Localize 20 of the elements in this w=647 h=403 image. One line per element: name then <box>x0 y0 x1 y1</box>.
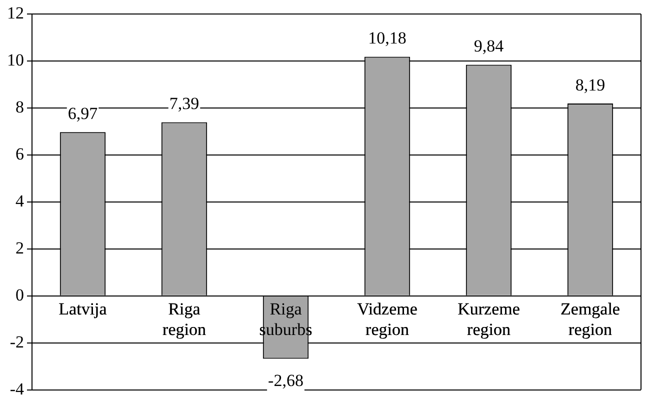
y-tick-label: 4 <box>16 191 24 210</box>
x-tick-label: Zemgale region <box>560 300 620 339</box>
data-label: 6,97 <box>68 104 98 124</box>
y-tick-label: 6 <box>16 144 24 164</box>
y-tick-label: 8 <box>16 97 24 116</box>
data-label: -2,68 <box>268 370 304 390</box>
y-tick-label: 10 <box>7 50 24 70</box>
x-tick-label: Latvija <box>58 300 108 319</box>
data-label: 9,84 <box>474 36 504 56</box>
data-label: 7,39 <box>169 94 200 114</box>
y-tick-label: 0 <box>16 285 24 304</box>
x-tick-label: Riga region <box>162 300 206 339</box>
y-tick-label: 2 <box>16 238 24 258</box>
data-label: 10,18 <box>368 28 406 48</box>
y-tick-label: -2 <box>10 332 24 352</box>
data-label: 8,19 <box>575 75 606 94</box>
y-tick-label: 12 <box>7 3 24 22</box>
y-tick-label: -4 <box>10 379 24 398</box>
x-tick-label: Kurzeme region <box>458 300 520 339</box>
x-tick-label: Vidzeme region <box>357 300 418 339</box>
